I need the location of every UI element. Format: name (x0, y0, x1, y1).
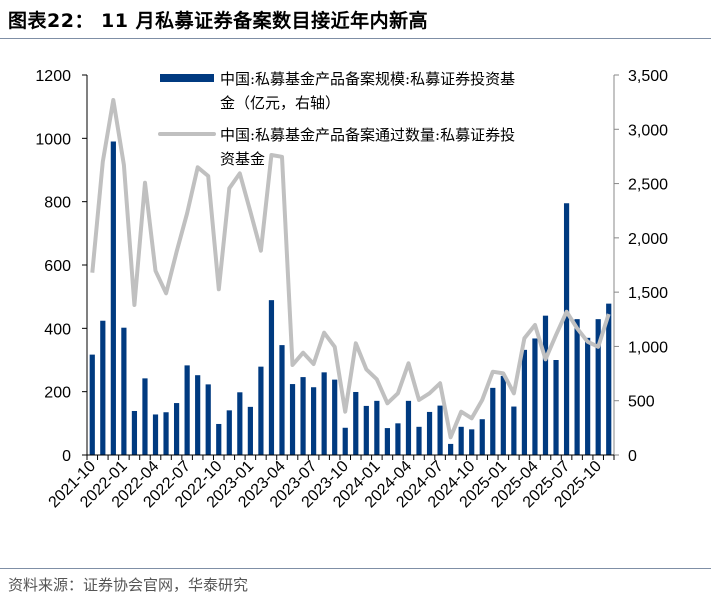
bar-2024-10 (469, 429, 475, 455)
right-tick-label: 2,500 (628, 177, 668, 194)
bar-2023-08 (321, 372, 327, 455)
bar-2025-08 (574, 319, 580, 455)
bar-2023-03 (268, 300, 275, 455)
legend: 中国:私募基金产品备案规模:私募证券投资基 金（亿元，右轴） 中国:私募基金产品… (158, 70, 515, 168)
chart: 0 200 400 600 800 1000 1200 0 500 1,000 1,500 2,000… (35, 68, 668, 511)
legend-bar-label-1: 中国:私募基金产品备案规模:私募证券投资基 (220, 70, 515, 88)
left-tick-label: 0 (62, 448, 71, 465)
bar-2023-12 (363, 405, 369, 455)
title-divider (0, 38, 711, 39)
left-tick-label: 400 (44, 321, 71, 338)
bar-2022-08 (195, 375, 201, 455)
bar-2022-03 (142, 378, 148, 455)
bar-2022-12 (237, 392, 243, 455)
source-note: 资料来源：证券协会官网，华泰研究 (8, 576, 249, 594)
bar-2025-09 (585, 337, 591, 455)
bar-2023-05 (289, 384, 296, 455)
legend-line-label-2: 资基金 (220, 150, 265, 168)
left-tick-label: 1200 (35, 68, 71, 85)
line-series (90, 98, 611, 440)
right-tick-label: 0 (628, 448, 637, 465)
bar-2024-06 (426, 411, 433, 455)
right-tick-label: 1,500 (628, 285, 668, 302)
bar-2025-03 (521, 349, 528, 455)
bar-2025-04 (532, 338, 538, 455)
right-tick-label: 3,000 (628, 122, 668, 139)
right-tick-label: 500 (628, 394, 655, 411)
left-tick-label: 800 (44, 195, 71, 212)
bar-2023-07 (311, 387, 317, 455)
bar-2022-01 (121, 327, 127, 455)
line-path (90, 98, 611, 440)
bar-2022-06 (173, 403, 180, 455)
bar-2024-08 (448, 443, 454, 455)
right-tick-label: 3,500 (628, 68, 668, 85)
bar-2022-02 (131, 410, 138, 455)
bar-2025-07 (563, 203, 570, 455)
bar-2022-05 (163, 412, 169, 455)
bar-2023-10 (342, 427, 348, 455)
bar-2025-05 (542, 315, 549, 455)
bar-2024-07 (437, 405, 443, 455)
bar-2025-02 (511, 406, 517, 455)
bar-2025-11 (606, 303, 612, 455)
bar-2023-04 (279, 345, 285, 455)
bar-2025-06 (553, 360, 559, 455)
legend-bar-label-2: 金（亿元，右轴） (220, 94, 340, 112)
bar-2022-11 (226, 410, 232, 455)
bar-2024-09 (458, 426, 464, 455)
bar-2023-02 (258, 366, 264, 455)
bar-2024-02 (384, 428, 390, 455)
right-tick-label: 2,000 (628, 231, 668, 248)
bar-2025-10 (595, 319, 601, 455)
bar-series (89, 141, 612, 455)
bar-2024-03 (395, 423, 401, 455)
bar-2024-11 (479, 419, 485, 455)
left-tick-label: 200 (44, 385, 71, 402)
bar-2022-04 (152, 414, 159, 455)
bar-2023-09 (332, 379, 338, 455)
bar-2025-01 (500, 375, 506, 455)
bar-2022-10 (216, 423, 222, 455)
bar-2023-11 (353, 391, 359, 455)
left-tick-label: 600 (44, 258, 71, 275)
source-divider (0, 568, 711, 569)
left-tick-label: 1000 (35, 131, 71, 148)
bar-2022-07 (184, 365, 190, 455)
right-tick-label: 1,000 (628, 339, 668, 356)
bar-2021-10 (89, 354, 95, 455)
bar-2024-12 (490, 387, 496, 455)
bar-2023-06 (300, 377, 306, 455)
legend-bar-swatch (160, 74, 214, 82)
bar-2024-01 (374, 400, 380, 455)
bar-2021-11 (100, 320, 106, 455)
bar-2024-04 (405, 400, 412, 455)
bar-2023-01 (247, 406, 253, 455)
bar-2022-09 (205, 384, 211, 455)
figure-title: 图表22： 11 月私募证券备案数目接近年内新高 (8, 10, 429, 32)
legend-line-label-1: 中国:私募基金产品备案通过数量:私募证券投 (220, 126, 515, 144)
bar-2024-05 (416, 426, 422, 455)
bar-2021-12 (110, 141, 116, 455)
